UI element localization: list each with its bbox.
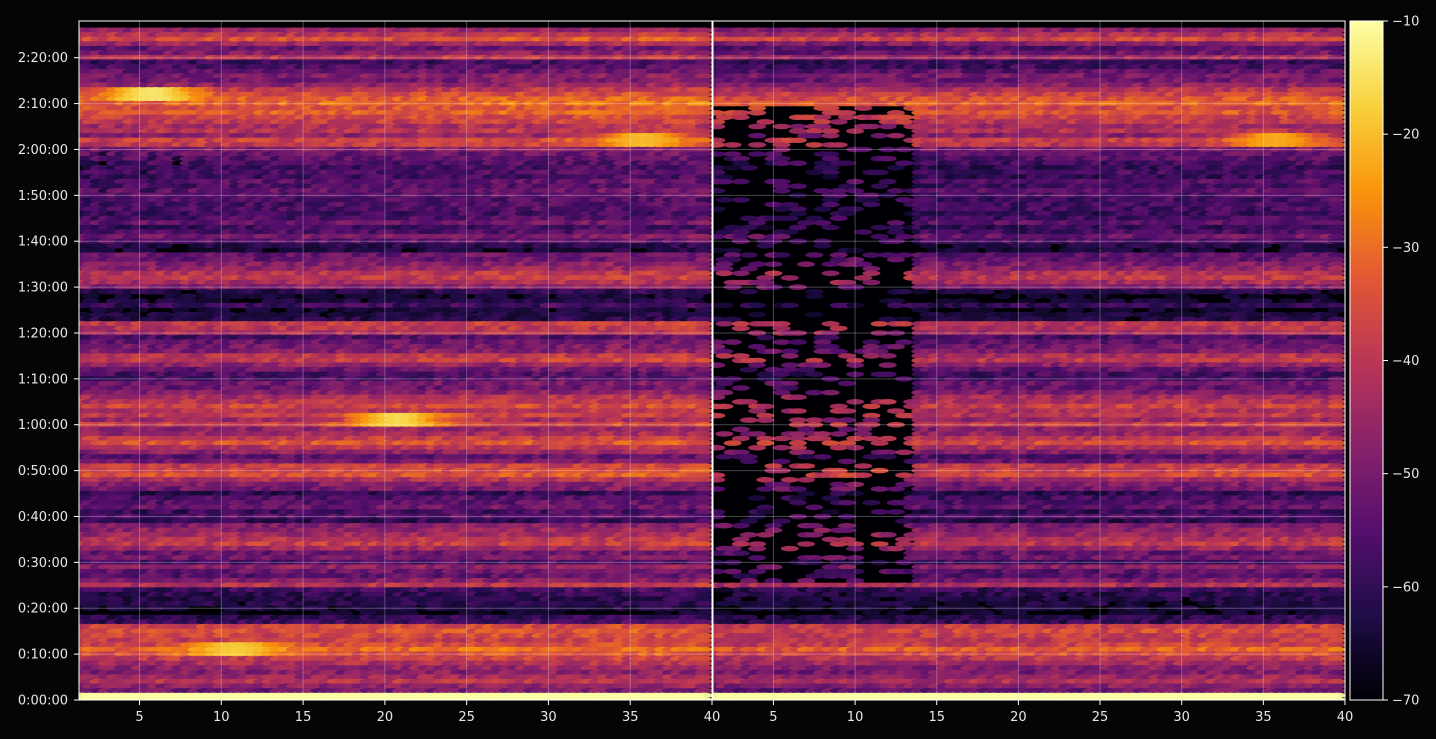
heatmap-panel-1 bbox=[78, 20, 713, 701]
heatmap-cell bbox=[155, 243, 174, 249]
heatmap-cell bbox=[694, 54, 712, 61]
heatmap-cell bbox=[694, 59, 712, 66]
heatmap-cells bbox=[79, 27, 712, 700]
heatmap-cell bbox=[228, 293, 247, 300]
heatmap-cell bbox=[694, 27, 712, 33]
heatmap-cell bbox=[694, 32, 712, 38]
heatmap-cell bbox=[694, 73, 712, 79]
heatmap-cell bbox=[694, 68, 712, 75]
heatmap-cell bbox=[694, 36, 712, 43]
heatmap-cell bbox=[694, 64, 712, 70]
heatmap-cell bbox=[694, 50, 712, 56]
heatmap-cell bbox=[694, 45, 712, 52]
heatmap-cell bbox=[694, 41, 712, 47]
